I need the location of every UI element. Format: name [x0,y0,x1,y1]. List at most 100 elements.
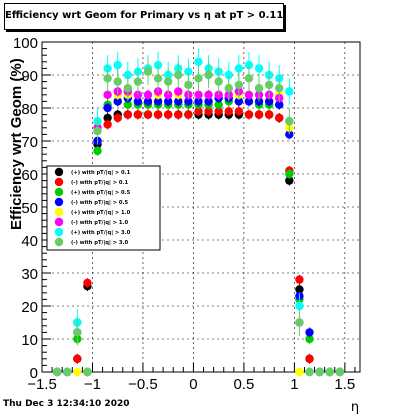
legend-entry-label: (-) with pT/|q| > 1.0 [71,220,128,226]
y-tick-label: 100 [13,35,38,52]
data-point [163,97,173,106]
data-point [244,110,254,119]
data-point [295,367,304,377]
data-point [184,97,193,106]
chart-title: Efficiency wrt Geom for Primary vs η at … [5,10,284,21]
data-point [123,110,133,119]
data-point [234,80,244,90]
data-point [204,107,213,116]
legend-marker [54,187,64,197]
data-point [264,110,274,119]
data-point [103,120,112,129]
data-point [174,110,183,119]
legend-entry-label: (-) with pT/|q| > 0.1 [71,180,128,186]
data-point [224,107,233,116]
data-point [83,278,92,288]
data-point [103,113,112,123]
data-point [214,100,223,109]
y-tick-label: 30 [21,266,38,283]
data-point [143,110,153,119]
data-point [73,354,82,363]
timestamp: Thu Dec 3 12:34:10 2020 [3,399,130,409]
data-point [153,110,163,119]
data-point [275,113,284,123]
data-point [214,107,223,116]
y-tick-label: 70 [21,134,38,151]
data-point [194,90,203,100]
legend-entry-label: (+) with pT/|q| > 3.0 [71,230,131,236]
data-point [244,97,254,106]
data-point [103,74,112,83]
data-point [275,100,284,109]
data-point [143,67,153,76]
data-point [325,367,334,377]
legend-entry-label: (+) with pT/|q| > 1.0 [71,210,131,216]
data-point [285,176,294,185]
data-point [103,90,112,100]
data-point [244,90,254,100]
data-point [214,77,223,86]
data-point [83,367,92,377]
legend-marker [54,217,64,227]
data-point [264,97,274,106]
data-point [143,90,153,100]
y-tick-label: 10 [21,332,38,349]
y-axis-label: Efficiency wrt Geom (%) [8,58,25,230]
data-point [93,146,102,156]
legend-entry-label: (-) with pT/|q| > 0.5 [71,200,128,206]
legend-marker [54,237,64,247]
legend-marker [54,177,64,187]
title-box: Efficiency wrt Geom for Primary vs η at … [4,3,284,30]
data-point [234,107,244,116]
data-point [194,57,203,66]
legend-entry-label: (-) with pT/|q| > 3.0 [71,240,128,246]
data-point [305,328,314,337]
y-tick-label: 20 [21,299,38,316]
data-point [184,110,193,119]
y-tick-label: 40 [21,233,38,250]
legend-entry-label: (+) with pT/|q| > 0.1 [71,170,131,176]
data-point [295,318,304,327]
legend-marker [54,197,64,207]
data-point [295,285,304,294]
data-point [194,74,203,83]
legend-marker [54,227,64,237]
data-point [224,84,233,93]
data-point [204,90,213,100]
data-point [335,367,345,377]
data-point [244,74,254,83]
data-point [275,84,284,93]
data-point [254,84,264,93]
data-point [234,97,244,106]
data-point [113,97,122,106]
data-point [285,169,294,179]
data-point [143,97,153,106]
data-point [184,80,193,90]
data-point [234,64,244,73]
data-point [174,87,183,96]
axis-ticks: −1.5 −1 −0.5 0 0.5 1 1.5 0 10 20 30 40 50 60 70 80 90 100 [13,35,356,393]
data-point [93,126,102,136]
x-tick-label: −0.5 [128,376,158,393]
data-point [153,74,163,83]
x-tick-label: −1.5 [27,376,57,393]
y-tick-label: 60 [21,167,38,184]
data-point [113,77,122,86]
data-point [163,77,173,86]
data-point [295,301,304,311]
y-tick-label: 90 [21,68,38,85]
data-point [254,97,264,106]
data-point [153,97,163,106]
data-point [285,117,294,126]
data-point [305,354,314,363]
legend-marker [54,167,64,177]
data-points [52,48,345,377]
legend: (+) with pT/|q| > 0.1 (-) with pT/|q| > 0… [46,165,161,251]
series-7 [52,58,345,377]
y-tick-label: 0 [30,365,38,382]
data-point [194,97,203,106]
data-point [315,367,324,377]
data-point [133,97,143,106]
x-tick-label: 1 [290,376,298,393]
